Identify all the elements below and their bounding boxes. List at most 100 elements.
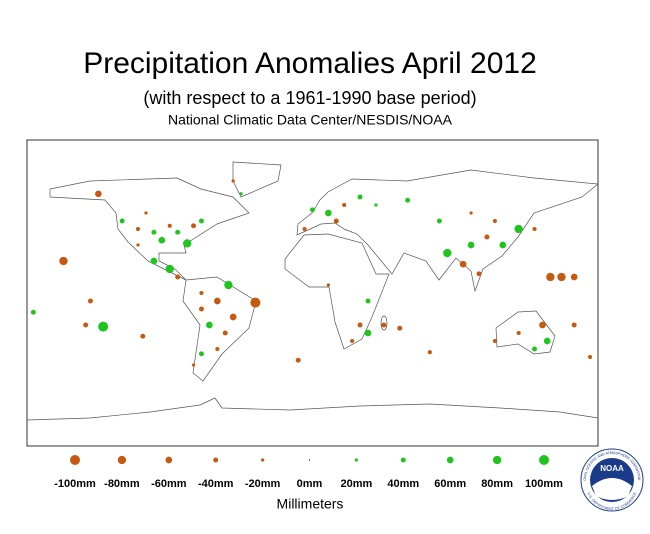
station-dot bbox=[191, 223, 197, 229]
station-dot bbox=[381, 322, 387, 328]
station-dot bbox=[183, 239, 192, 248]
station-dot bbox=[539, 321, 546, 329]
station-dot bbox=[492, 338, 497, 344]
station-dot bbox=[397, 325, 403, 331]
legend-label: 60mm bbox=[434, 478, 466, 490]
station-dot bbox=[333, 218, 339, 224]
station-dot bbox=[135, 226, 141, 232]
station-dot bbox=[136, 243, 140, 247]
station-dot bbox=[144, 211, 148, 215]
station-dot bbox=[350, 338, 355, 344]
station-dot bbox=[546, 272, 555, 282]
africa bbox=[284, 233, 390, 350]
station-dot bbox=[165, 264, 174, 274]
legend-label: -80mm bbox=[104, 478, 140, 490]
legend-label: 80mm bbox=[481, 478, 513, 490]
station-dot bbox=[167, 223, 172, 228]
station-dot bbox=[476, 271, 482, 277]
legend-label: -60mm bbox=[151, 478, 187, 490]
station-dot bbox=[158, 236, 166, 244]
station-dot bbox=[191, 363, 196, 367]
station-dot bbox=[570, 273, 578, 281]
station-dot bbox=[140, 333, 146, 339]
eurasia bbox=[296, 169, 599, 293]
station-dot bbox=[514, 224, 523, 234]
station-dot bbox=[436, 218, 442, 224]
station-dot bbox=[587, 354, 593, 360]
station-dot bbox=[459, 260, 467, 268]
legend-dot bbox=[539, 455, 549, 465]
station-dot bbox=[30, 309, 36, 315]
legend-dot bbox=[492, 455, 502, 465]
station-dot bbox=[214, 297, 221, 305]
legend-label: 100mm bbox=[525, 478, 563, 490]
station-dot bbox=[532, 346, 538, 352]
station-dot bbox=[224, 280, 233, 290]
station-dot bbox=[342, 202, 347, 208]
station-dot bbox=[467, 241, 475, 249]
station-dot bbox=[326, 283, 330, 287]
station-dot bbox=[87, 298, 93, 304]
logo-name: NOAA bbox=[600, 464, 624, 473]
subtitle: (with respect to a 1961-1990 base period… bbox=[143, 88, 476, 108]
station-dot bbox=[532, 226, 537, 232]
map bbox=[26, 139, 599, 447]
antarctica bbox=[26, 397, 599, 421]
station-dot bbox=[215, 346, 220, 352]
legend-dot bbox=[70, 455, 80, 465]
station-dot bbox=[198, 218, 204, 224]
source: National Climatic Data Center/NESDIS/NOA… bbox=[168, 112, 453, 128]
station-dot bbox=[357, 322, 363, 328]
station-dot bbox=[175, 274, 181, 280]
legend-unit: Millimeters bbox=[277, 496, 344, 512]
station-dot bbox=[151, 229, 157, 235]
logo-gull bbox=[592, 478, 632, 500]
legend-dot bbox=[165, 456, 173, 464]
legend-dot bbox=[446, 456, 454, 464]
station-dot bbox=[229, 313, 237, 321]
station-dot bbox=[443, 248, 452, 258]
station-dot bbox=[98, 321, 109, 332]
station-dot bbox=[295, 357, 301, 363]
greenland bbox=[232, 161, 282, 198]
legend-dot bbox=[213, 457, 219, 463]
legend-dot bbox=[308, 459, 311, 461]
legend-dot bbox=[117, 455, 127, 465]
station-dot bbox=[83, 322, 89, 328]
legend-label: -20mm bbox=[245, 478, 281, 490]
legend-label: -40mm bbox=[198, 478, 234, 490]
station-dot bbox=[571, 322, 577, 328]
station-dot bbox=[325, 209, 332, 217]
station-dot bbox=[150, 257, 158, 265]
station-dot bbox=[516, 330, 521, 336]
station-dot bbox=[469, 211, 473, 215]
station-dot bbox=[310, 207, 315, 213]
legend-dot bbox=[354, 458, 359, 462]
station-dot bbox=[357, 194, 363, 200]
legend-label: 40mm bbox=[387, 478, 419, 490]
legend-dot bbox=[260, 458, 265, 462]
legend-dot bbox=[400, 457, 406, 463]
station-dot bbox=[175, 229, 181, 235]
north-america bbox=[49, 177, 250, 281]
station-dot bbox=[206, 321, 213, 329]
station-dot bbox=[364, 329, 372, 337]
station-dot bbox=[543, 337, 551, 345]
station-dot bbox=[198, 306, 204, 312]
station-dot bbox=[95, 190, 102, 198]
station-dot bbox=[302, 226, 307, 232]
station-dot bbox=[199, 290, 204, 296]
station-dot bbox=[231, 179, 235, 183]
station-dot bbox=[59, 256, 68, 266]
station-dot bbox=[492, 218, 497, 224]
legend-label: -100mm bbox=[54, 478, 96, 490]
station-dot bbox=[119, 218, 125, 224]
legend-label: 20mm bbox=[341, 478, 373, 490]
station-dot bbox=[557, 272, 566, 282]
station-dot bbox=[250, 297, 261, 308]
legend-label: 0mm bbox=[297, 478, 323, 490]
station-dot bbox=[405, 197, 411, 203]
title: Precipitation Anomalies April 2012 bbox=[83, 47, 537, 80]
station-dot bbox=[239, 192, 243, 196]
